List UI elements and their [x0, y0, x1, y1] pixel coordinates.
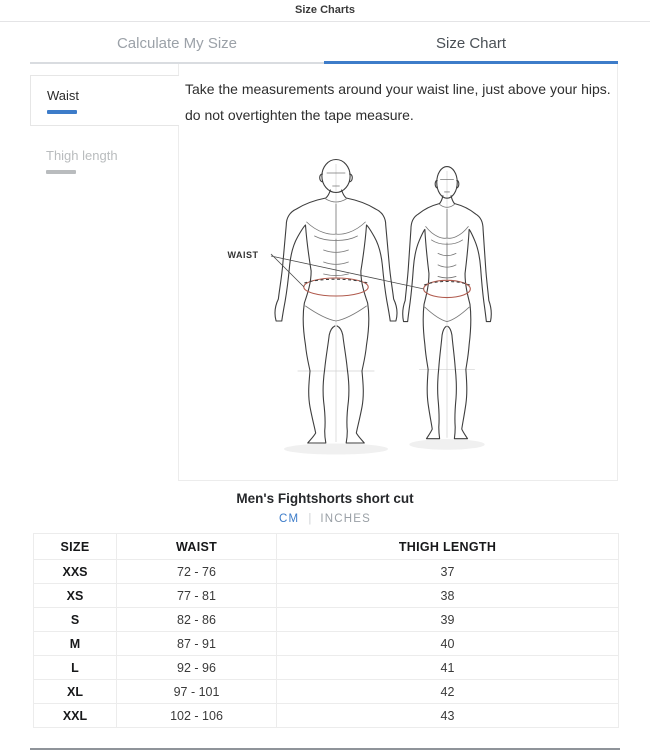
main-area: Waist Thigh length Take the measurements…	[30, 64, 618, 481]
tab-calculate-my-size-label: Calculate My Size	[116, 35, 238, 52]
measurement-description: Take the measurements around your waist …	[185, 81, 611, 123]
thigh-length-cell: 42	[276, 679, 619, 704]
thigh-length-cell: 39	[276, 607, 619, 632]
thigh-length-cell: 38	[276, 583, 619, 608]
tab-calculate-my-size[interactable]: Calculate My Size	[30, 22, 324, 64]
measurement-sidebar: Waist Thigh length	[30, 64, 179, 185]
thigh-length-cell: 37	[276, 559, 619, 584]
waist-cell: 77 - 81	[116, 583, 277, 608]
column-header-thigh-length: THIGH LENGTH	[276, 533, 619, 560]
table-row: L 92 - 96 41	[33, 655, 619, 680]
waist-annotation-label: WAIST	[228, 250, 259, 260]
column-header-size: SIZE	[33, 533, 117, 560]
waist-cell: 92 - 96	[116, 655, 277, 680]
waist-cell: 82 - 86	[116, 607, 277, 632]
product-caption: Men's Fightshorts short cut	[236, 491, 414, 506]
thigh-length-cell: 41	[276, 655, 619, 680]
sidebar-item-thigh-length-label: Thigh length	[46, 148, 118, 163]
table-row: S 82 - 86 39	[33, 607, 619, 632]
waist-cell: 87 - 91	[116, 631, 277, 656]
column-header-waist: WAIST	[116, 533, 277, 560]
unit-toggle: CM | INCHES	[0, 513, 650, 525]
body-measurement-diagram: WAIST	[228, 134, 617, 474]
unit-option-cm[interactable]: CM	[279, 513, 300, 525]
size-cell: XXL	[33, 703, 117, 728]
male-figure-slim	[403, 167, 492, 450]
size-cell: S	[33, 607, 117, 632]
sidebar-item-waist[interactable]: Waist	[30, 75, 179, 126]
thigh-length-cell: 43	[276, 703, 619, 728]
waist-cell: 97 - 101	[116, 679, 277, 704]
waist-cell: 102 - 106	[116, 703, 277, 728]
size-cell: XXS	[33, 559, 117, 584]
male-figure-muscular	[275, 160, 397, 455]
inactive-indicator-bar	[46, 170, 76, 174]
size-cell: M	[33, 631, 117, 656]
unit-separator: |	[308, 513, 312, 525]
unit-option-inches[interactable]: INCHES	[320, 513, 371, 525]
table-header-row: SIZE WAIST THIGH LENGTH	[33, 533, 619, 560]
tab-size-chart[interactable]: Size Chart	[324, 22, 618, 64]
sidebar-item-waist-label: Waist	[47, 88, 80, 103]
waist-leader-lines	[271, 254, 424, 289]
active-indicator-bar	[47, 110, 77, 114]
size-cell: XL	[33, 679, 117, 704]
header-divider	[0, 21, 650, 22]
table-row: XXL 102 - 106 43	[33, 703, 619, 728]
waist-cell: 72 - 76	[116, 559, 277, 584]
table-row: M 87 - 91 40	[33, 631, 619, 656]
table-row: XL 97 - 101 42	[33, 679, 619, 704]
table-row: XS 77 - 81 38	[33, 583, 619, 608]
size-cell: L	[33, 655, 117, 680]
table-row: XXS 72 - 76 37	[33, 559, 619, 584]
tab-size-chart-label: Size Chart	[435, 35, 507, 52]
bottom-divider	[30, 748, 620, 750]
size-cell: XS	[33, 583, 117, 608]
sidebar-item-thigh-length[interactable]: Thigh length	[30, 136, 178, 185]
tab-bar: Calculate My Size Size Chart	[30, 22, 618, 64]
figure-illustration: WAIST	[179, 134, 617, 474]
thigh-length-cell: 40	[276, 631, 619, 656]
size-chart-table: SIZE WAIST THIGH LENGTH XXS 72 - 76 37 X…	[33, 533, 619, 728]
content-panel: Take the measurements around your waist …	[178, 64, 618, 481]
page-title: Size Charts	[295, 4, 355, 16]
